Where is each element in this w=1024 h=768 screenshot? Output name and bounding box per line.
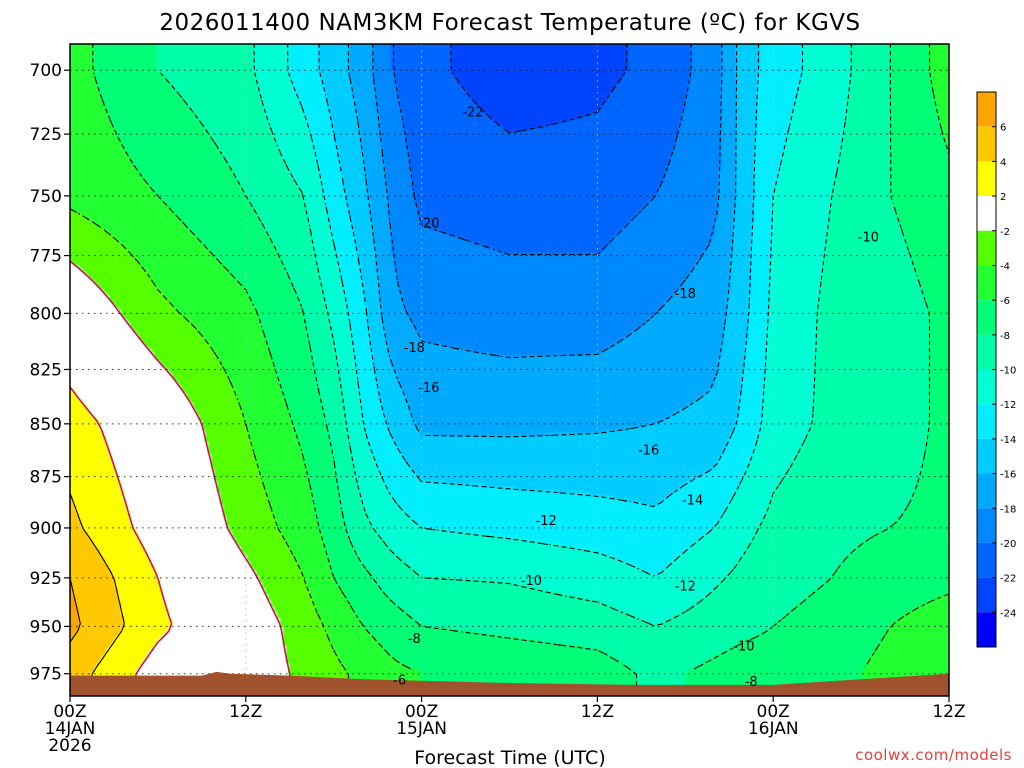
colorbar-bin xyxy=(977,126,996,162)
contour-label: -8 xyxy=(408,632,421,647)
x-tick-label: 00Z xyxy=(757,702,790,722)
colorbar-bin xyxy=(977,438,996,474)
y-tick-label: 750 xyxy=(30,187,62,207)
colorbar-tick-label: -16 xyxy=(1000,470,1016,481)
x-tick-label: 16JAN xyxy=(748,719,799,739)
contour-label: -16 xyxy=(418,381,439,396)
contour-label: -14 xyxy=(682,493,703,508)
colorbar-bin xyxy=(977,369,996,405)
contour-line xyxy=(70,386,173,696)
y-tick-label: 700 xyxy=(30,61,62,81)
y-tick-label: 925 xyxy=(30,569,62,589)
colorbar-bin xyxy=(977,473,996,509)
colorbar-tick-label: -20 xyxy=(1000,539,1016,550)
colorbar-tick-label: 6 xyxy=(1000,123,1006,134)
colorbar-bin xyxy=(977,542,996,578)
colorbar-bin xyxy=(977,577,996,613)
y-tick-label: 825 xyxy=(30,360,62,380)
colorbar-tick-label: -2 xyxy=(1000,227,1010,238)
colorbar-bin xyxy=(977,334,996,370)
colorbar-tick-label: -10 xyxy=(1000,366,1016,377)
x-tick-label: 00Z xyxy=(405,702,438,722)
colorbar-bin xyxy=(977,196,996,231)
colorbar-bin xyxy=(977,300,996,335)
y-tick-label: 875 xyxy=(30,468,62,488)
contour-label: -8 xyxy=(745,675,758,690)
contour-label: -22 xyxy=(462,105,483,120)
contour-label: -20 xyxy=(418,216,439,231)
contour-label: -12 xyxy=(536,514,557,529)
x-axis-label: Forecast Time (UTC) xyxy=(414,747,605,768)
contour-label: -6 xyxy=(393,673,406,688)
grid-lines xyxy=(70,44,949,696)
colorbar-tick-label: 2 xyxy=(1000,192,1006,203)
contour-label: -18 xyxy=(675,287,696,302)
colorbar-bin xyxy=(977,161,996,197)
colorbar-bin xyxy=(977,265,996,301)
y-tick-label: 725 xyxy=(30,125,62,145)
y-tick-label: 775 xyxy=(30,247,62,267)
contour-labels: -22 -20 -18 -18 -16 -16 -14 -12 -12 -10 -10 -10 -8 -8… xyxy=(393,105,879,690)
contour-line xyxy=(393,44,692,256)
contour-line xyxy=(70,208,349,696)
chart-title: 2026011400 NAM3KM Forecast Temperature (… xyxy=(159,10,860,36)
colorbar-bin xyxy=(977,508,996,543)
x-tick-label: 00Z xyxy=(53,702,86,722)
x-tick-label: 14JAN xyxy=(45,719,96,739)
x-tick-label: 12Z xyxy=(932,702,965,722)
contour-line xyxy=(450,44,628,134)
contour-line xyxy=(287,44,804,577)
contour-label: -10 xyxy=(858,231,879,246)
x-tick-label: 12Z xyxy=(229,702,262,722)
contour-label: -10 xyxy=(733,639,754,654)
temperature-shading xyxy=(70,44,949,696)
colorbar-bin xyxy=(977,612,996,647)
colorbar: 6 4 2 -2 -4 -6 -8 -10 -12 -14 -16 -18 -20 -22 -24 xyxy=(976,91,1016,648)
contour-label: -18 xyxy=(404,341,425,356)
contour-lines xyxy=(70,44,949,696)
colorbar-tick-label: -12 xyxy=(1000,400,1016,411)
colorbar-tick-label: -24 xyxy=(1000,608,1016,619)
contour-line xyxy=(372,44,723,359)
y-tick-label: 800 xyxy=(30,304,62,324)
colorbar-tick-label: -22 xyxy=(1000,574,1016,585)
colorbar-tick-label: -6 xyxy=(1000,296,1010,307)
y-axis: 700 725 750 775 800 825 850 875 900 925 950 975 xyxy=(30,61,70,685)
x-tick-label: 2026 xyxy=(48,736,91,756)
plot-area: -22 -20 -18 -18 -16 -16 -14 -12 -12 -10 -10 -10 -8 -8… xyxy=(69,43,950,697)
colorbar-tick-label: -14 xyxy=(1000,435,1016,446)
y-tick-label: 850 xyxy=(30,415,62,435)
contour-label: -12 xyxy=(675,580,696,595)
colorbar-bin xyxy=(977,404,996,439)
colorbar-tick-label: -18 xyxy=(1000,504,1016,515)
ground-terrain xyxy=(70,671,949,696)
contour-line xyxy=(70,493,125,696)
contour-line xyxy=(253,44,852,627)
contour-line xyxy=(318,44,760,508)
source-credit: coolwx.com/models xyxy=(855,746,1012,764)
y-tick-label: 950 xyxy=(30,617,62,637)
colorbar-bin xyxy=(977,92,996,127)
y-tick-label: 900 xyxy=(30,519,62,539)
colorbar-tick-label: 4 xyxy=(1000,157,1006,168)
y-tick-label: 975 xyxy=(30,665,62,685)
contour-label: -16 xyxy=(638,443,659,458)
colorbar-tick-label: -4 xyxy=(1000,261,1010,272)
x-tick-label: 15JAN xyxy=(396,719,447,739)
contour-label: -10 xyxy=(521,574,542,589)
contour-line xyxy=(160,44,931,696)
contour-line xyxy=(92,44,949,671)
colorbar-bin xyxy=(977,230,996,266)
colorbar-tick-label: -8 xyxy=(1000,331,1010,342)
x-tick-label: 12Z xyxy=(581,702,614,722)
